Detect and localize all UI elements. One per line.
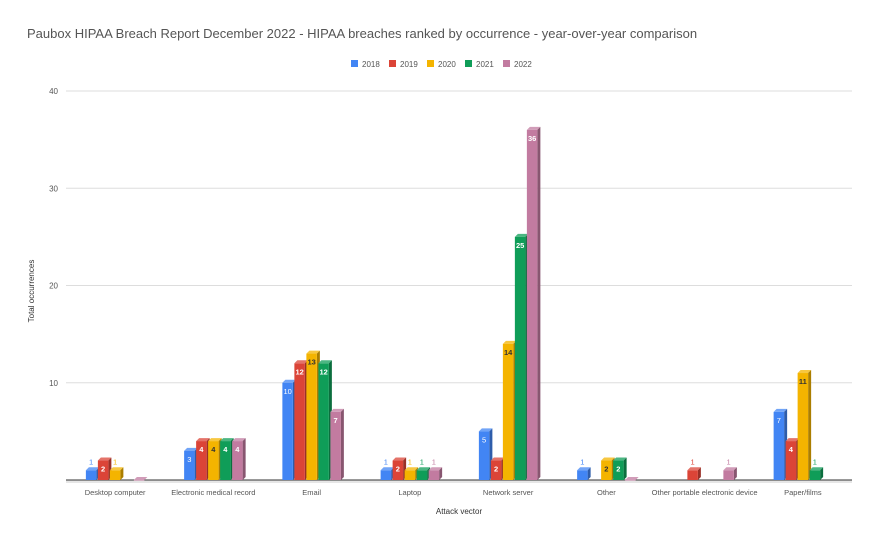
floor [66,480,852,483]
bar-2019-6 [687,467,701,480]
data-label: 7 [334,416,338,425]
data-label: 1 [384,457,388,466]
bar-2021-7 [809,467,824,480]
data-label: 4 [211,445,216,454]
data-label: 7 [777,416,781,425]
data-label: 2 [101,465,105,474]
data-label: 25 [516,241,524,250]
x-tick-label: Network server [483,488,534,497]
bar-2022-6 [723,467,737,480]
y-tick-label: 20 [49,282,58,291]
data-label: 14 [504,348,513,357]
data-label: 1 [420,457,424,466]
chart-title: Paubox HIPAA Breach Report December 2022… [27,26,698,41]
y-tick-label: 30 [49,184,58,193]
data-label: 4 [199,445,204,454]
legend-swatch-2020 [427,60,434,67]
bar-2021-5 [613,457,627,480]
data-label: 10 [283,387,291,396]
data-label: 13 [307,358,315,367]
data-label: 2 [604,465,608,474]
legend-label-2022[interactable]: 2022 [514,60,532,69]
x-tick-label: Desktop computer [85,488,146,497]
data-label: 2 [494,465,498,474]
bar-2022-0 [133,477,148,481]
y-tick-label: 40 [49,87,58,96]
data-label: 11 [799,377,807,386]
legend-swatch-2022 [503,60,510,67]
legend-label-2021[interactable]: 2021 [476,60,494,69]
x-tick-label: Electronic medical record [171,488,255,497]
bar-2020-2 [306,350,320,480]
data-label: 5 [482,435,486,444]
legend-label-2019[interactable]: 2019 [400,60,418,69]
data-label: 1 [408,457,412,466]
x-tick-label: Laptop [398,488,421,497]
data-label: 4 [789,445,794,454]
x-tick-label: Email [302,488,321,497]
data-label: 36 [528,134,536,143]
data-label: 1 [89,457,93,466]
bar-2022-2 [330,408,344,480]
bar-2020-7 [797,370,812,480]
legend-swatch-2018 [351,60,358,67]
y-tick-label: 10 [49,379,58,388]
x-tick-label: Paper/films [784,488,822,497]
data-label: 1 [691,457,695,466]
data-label: 2 [616,465,620,474]
bar-2021-2 [318,360,332,480]
data-label: 1 [113,457,117,466]
bar-2018-5 [577,467,591,480]
bar-2020-3 [404,467,419,480]
bar-2020-4 [502,340,517,480]
data-label: 3 [187,455,191,464]
x-tick-label: Other portable electronic device [652,488,758,497]
legend-label-2020[interactable]: 2020 [438,60,456,69]
bar-2019-2 [294,360,308,480]
bar-2022-5 [625,477,639,481]
bar-2022-3 [428,467,443,480]
data-label: 1 [813,457,817,466]
bar-2021-3 [416,467,431,480]
bar-2022-4 [526,126,541,481]
bar-2021-4 [514,233,529,480]
bar-2020-0 [109,467,124,480]
data-label: 2 [396,465,400,474]
data-label: 12 [295,367,303,376]
bar-2018-1 [184,447,198,480]
legend-swatch-2019 [389,60,396,67]
bar-2018-0 [85,467,100,480]
data-label: 4 [235,445,240,454]
y-axis-title: Total occurrences [27,260,36,323]
x-tick-label: Other [597,488,616,497]
data-label: 12 [319,367,327,376]
data-label: 1 [727,457,731,466]
data-label: 1 [580,457,584,466]
data-label: 1 [432,457,436,466]
legend-swatch-2021 [465,60,472,67]
bar-2018-3 [380,467,395,480]
data-label: 4 [223,445,228,454]
legend-label-2018[interactable]: 2018 [362,60,380,69]
bar-2022-1 [232,438,246,480]
x-axis-title: Attack vector [436,507,483,516]
